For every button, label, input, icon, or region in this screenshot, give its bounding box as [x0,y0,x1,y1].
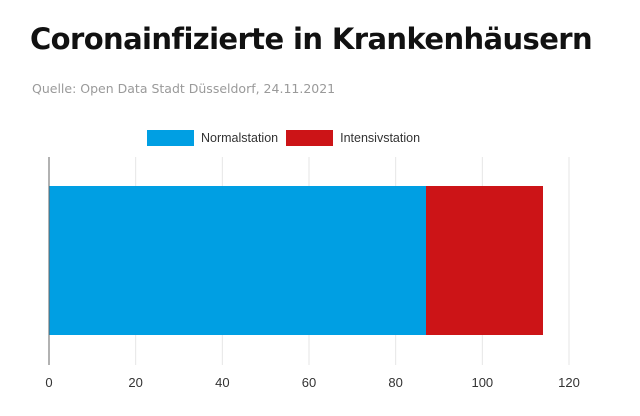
chart-source: Quelle: Open Data Stadt Düsseldorf, 24.1… [32,81,336,96]
x-tick-label-40: 40 [215,375,229,390]
x-tick-label-80: 80 [388,375,402,390]
legend-label-intensivstation: Intensivstation [340,131,421,145]
x-tick-label-120: 120 [558,375,580,390]
legend-swatch-normalstation [147,130,194,146]
x-tick-label-0: 0 [45,375,52,390]
legend-item-normalstation[interactable]: Normalstation [147,130,278,146]
legend-label-normalstation: Normalstation [201,131,279,145]
x-tick-label-20: 20 [128,375,142,390]
bar-normalstation [49,186,426,335]
bar-intensivstation [426,186,543,335]
x-tick-label-100: 100 [471,375,493,390]
x-tick-label-60: 60 [302,375,316,390]
legend-item-intensivstation[interactable]: Intensivstation [286,130,420,146]
legend-swatch-intensivstation [286,130,334,146]
chart-title: Coronainfizierte in Krankenhäusern [30,22,593,56]
legend: Normalstation Intensivstation [147,130,420,146]
